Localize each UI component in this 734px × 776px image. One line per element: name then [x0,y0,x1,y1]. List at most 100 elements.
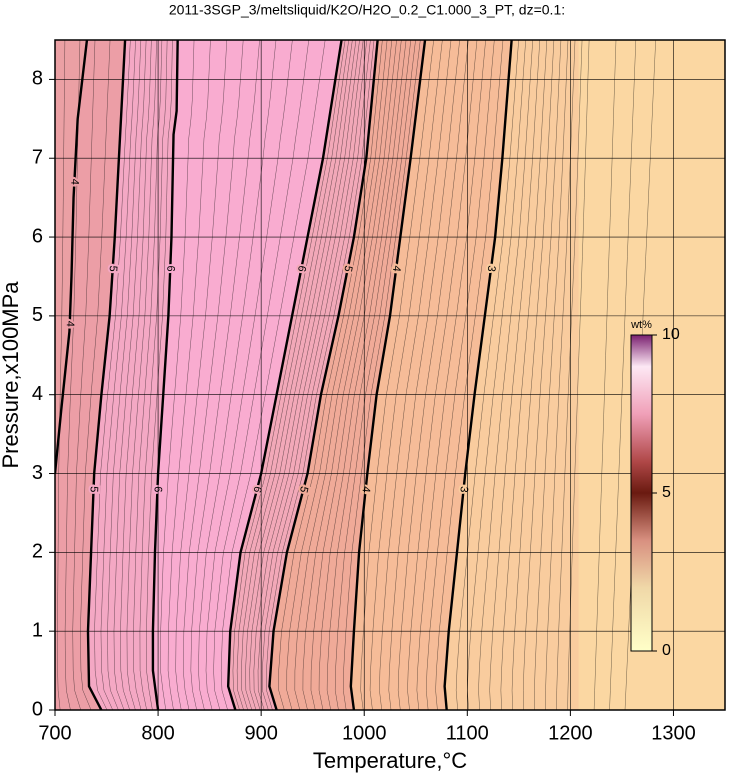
minor-contour [556,40,583,710]
y-tick-label: 4 [32,383,43,405]
colorbar-label: wt% [630,319,652,331]
contour-line [443,40,513,710]
x-tick-label: 1200 [548,722,593,744]
contour-label: 6 [151,486,163,493]
minor-contour [294,40,393,710]
contour-label: 3 [457,486,470,493]
minor-contour [126,40,157,710]
minor-contour [94,40,131,710]
colorbar [630,334,653,652]
colorbar-tick-label: 5 [662,484,671,501]
minor-contour [175,40,228,710]
minor-contour [232,40,346,710]
minor-contour [278,40,383,710]
minor-contour [511,40,555,710]
y-tick-label: 3 [32,462,43,484]
chart-title: 2011-3SGP_3/meltsliquid/K2O/H2O_0.2_C1.0… [169,2,565,18]
minor-contour [266,40,375,710]
minor-contour [360,40,434,710]
contour-line [55,40,89,474]
minor-contour [220,40,326,710]
minor-contour [467,40,526,710]
minor-contour [286,40,388,710]
minor-contour [113,40,147,710]
x-tick-label: 1100 [446,722,489,744]
minor-contour [198,40,277,710]
minor-contour [609,40,637,710]
minor-contour [534,40,569,710]
minor-contour [146,40,173,710]
minor-contour [455,40,519,710]
contour-label: 4 [68,179,80,186]
minor-contour [262,40,371,710]
minor-contour [64,40,81,710]
minor-contour [302,40,397,710]
colorbar-tick-label: 0 [662,642,671,659]
minor-contour [407,40,478,710]
y-tick-label: 7 [32,147,43,169]
plot-frame [54,39,726,711]
minor-contour [249,40,360,710]
minor-contour [523,40,562,710]
y-tick-label: 6 [32,225,43,247]
minor-contour [139,40,168,710]
minor-contour [326,40,412,710]
minor-contour [160,40,195,710]
minor-contour [478,40,533,710]
minor-contour [107,40,142,710]
minor-contour [245,40,357,710]
y-tick-label: 0 [32,698,43,720]
y-tick-label: 8 [32,68,43,90]
minor-contour [593,40,617,710]
y-tick-label: 1 [32,619,43,641]
y-tick-label: 5 [32,304,43,326]
contour-line [268,40,379,710]
minor-contour [489,40,541,710]
minor-contour [379,40,452,710]
minor-contour [416,40,486,710]
contour-label: 4 [64,320,76,327]
minor-contour [120,40,152,710]
contour-label: 4 [359,486,372,493]
contour-line [86,40,127,710]
minor-contour [388,40,460,710]
contour-label: 5 [107,265,119,272]
minor-contour [567,40,590,710]
x-tick-label: 800 [141,722,174,744]
minor-contour [213,40,309,710]
contour-line [226,40,343,710]
x-tick-label: 900 [244,722,277,744]
minor-contour [57,40,66,710]
x-tick-label: 1300 [651,722,696,744]
minor-contour [257,40,368,710]
minor-contour [133,40,163,710]
minor-contour [100,40,136,710]
contour-label: 4 [390,265,403,273]
overlay: 700 800 900 1000 1100 1200 1300 0 1 2 3 4 5 6 7 8 wt% 0 5 1… [32,39,726,744]
x-tick-label: 1000 [342,722,387,744]
minor-contour [343,40,421,710]
minor-contour [167,40,211,710]
x-tick-label: 700 [38,722,71,744]
minor-contour [334,40,416,710]
contour-label: 6 [164,265,176,272]
minor-contour [318,40,407,710]
minor-contour [241,40,353,710]
colorbar-tick-label: 10 [662,326,680,343]
minor-contour [310,40,402,710]
x-axis-label: Temperature,°C [313,748,467,773]
contour-line [349,40,427,710]
minor-contour [80,40,111,710]
minor-contour [72,40,96,710]
minor-contour [236,40,349,710]
minor-contour [500,40,548,710]
y-axis-label: Pressure,x100MPa [0,281,23,469]
minor-contour [183,40,244,710]
contour-label: 3 [485,265,498,273]
minor-contour [205,40,293,710]
minor-contour [190,40,260,710]
contour-label: 5 [88,486,100,493]
minor-contour [369,40,443,710]
